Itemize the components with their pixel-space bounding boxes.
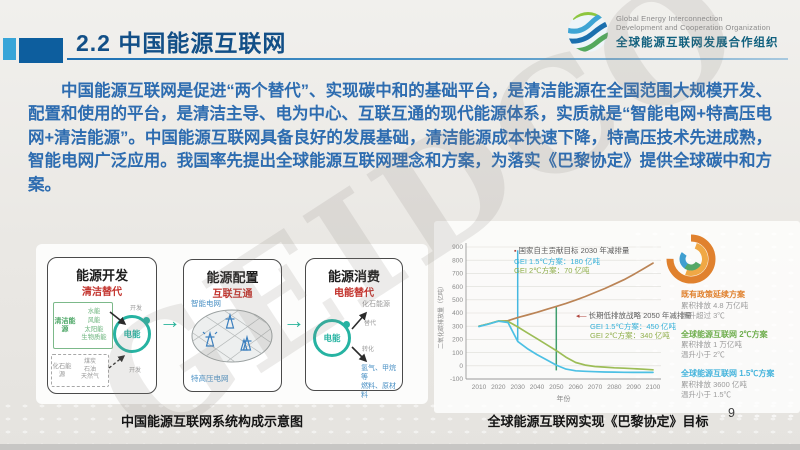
svg-text:2010: 2010 (472, 384, 487, 391)
org-logo: Global Energy Interconnection Developmen… (566, 10, 779, 54)
circle-dot (143, 317, 150, 324)
panel-energy-consumption: 能源消费 电能替代 电能 化石能源 氢气、甲烷等 燃料、原材料 替代 转化 (305, 258, 403, 399)
clean-energy-items: 水能 风能 太阳能 生物质能 (81, 308, 107, 342)
panel-subtitle: 互联互通 (212, 289, 253, 300)
svg-text:2020: 2020 (491, 384, 506, 391)
svg-text:500: 500 (452, 297, 463, 304)
electric-energy-circle: 电能 (313, 319, 351, 357)
org-name-en-1: Global Energy Interconnection (616, 14, 723, 23)
title-underline (67, 58, 788, 60)
svg-text:2090: 2090 (626, 384, 641, 391)
panel-subtitle: 清洁替代 (82, 287, 122, 298)
panel-title: 能源配置 (206, 270, 259, 285)
svg-text:200: 200 (452, 337, 463, 344)
chart-line-GEI 1.5℃方案 (478, 320, 654, 374)
fossil-energy-box: 化石能源 煤炭 石油 天然气 (51, 354, 109, 387)
grid-globe-graphic (191, 309, 273, 363)
fossil-energy-label: 化石能源 (52, 363, 72, 378)
annotation-2050: ◂— 长期低排放战略 2050 年减排量 GEI 1.5℃方案：450 亿吨 GE… (576, 311, 692, 341)
org-name-zh: 全球能源互联网发展合作组织 (616, 37, 779, 49)
circle-dot (343, 321, 350, 328)
annotation-arrow-icon: ◂— (576, 313, 587, 320)
page-number: 9 (728, 406, 735, 420)
chart-caption: 全球能源互联网实现《巴黎协定》目标 (487, 414, 709, 429)
y-axis-label: 二氧化碳排放量（亿吨） (437, 283, 445, 349)
decor-square-dark (19, 38, 63, 63)
svg-text:2030: 2030 (510, 384, 525, 391)
scenario-legend: 既有政策延续方案 累积排放 4.8 万亿吨 温升超过 3℃ 全球能源互联网 2℃… (681, 290, 799, 409)
x-axis-label: 年份 (557, 394, 571, 403)
diagram-caption: 中国能源互联网系统构成示意图 (120, 414, 303, 429)
legend-item-baseline: 既有政策延续方案 累积排放 4.8 万亿吨 温升超过 3℃ (681, 290, 749, 320)
smart-grid-label: 智能电网 (191, 299, 221, 308)
org-name-en-2: Development and Cooperation Organization (616, 23, 771, 32)
body-paragraph: 中国能源互联网是促进“两个替代”、实现碳中和的基础平台，是清洁能源在全国范围大规… (28, 82, 772, 194)
replace-arrow-label: 替代 (364, 319, 376, 327)
bottom-strip (0, 444, 800, 450)
svg-text:2100: 2100 (646, 384, 661, 391)
consumption-arrows: 替代 转化 (351, 311, 376, 363)
convert-target: 氢气、甲烷等 燃料、原材料 (361, 365, 396, 399)
svg-text:400: 400 (452, 310, 463, 317)
panel-subtitle: 电能替代 (334, 288, 374, 299)
svg-text:300: 300 (452, 323, 463, 330)
flow-arrow-2: → (283, 308, 305, 333)
svg-text:700: 700 (452, 271, 463, 278)
clean-energy-box: 清洁能源 水能 风能 太阳能 生物质能 (53, 302, 113, 349)
scenario-donut-icon (666, 234, 716, 284)
svg-text:800: 800 (452, 257, 463, 264)
panel-title: 能源消费 (327, 269, 380, 284)
svg-text:2040: 2040 (530, 384, 545, 391)
flow-arrow-1: → (159, 308, 181, 333)
svg-text:2050: 2050 (549, 384, 564, 391)
panel-energy-development: 能源开发 清洁替代 清洁能源 水能 风能 太阳能 生物质能 化石能源 煤炭 石油… (47, 257, 157, 394)
panel-title: 能源开发 (75, 268, 128, 283)
decor-square-light (3, 38, 16, 60)
org-logo-text: Global Energy Interconnection Developmen… (616, 14, 779, 50)
panel-energy-allocation: 能源配置 互联互通 智能电网 特高压电网 (183, 259, 282, 392)
svg-text:2070: 2070 (588, 384, 603, 391)
convert-arrow-label: 转化 (362, 345, 374, 353)
develop-arrow-label-2: 开发 (129, 366, 141, 374)
legend-item-15c: 全球能源互联网 1.5℃方案 累积排放 3600 亿吨 温升小于 1.5℃ (681, 369, 775, 399)
legend-item-2c: 全球能源互联网 2℃方案 累积排放 1 万亿吨 温升小于 2℃ (681, 329, 768, 360)
svg-text:2060: 2060 (568, 384, 583, 391)
svg-text:2080: 2080 (607, 384, 622, 391)
chart-gridlines: -100 0 100 200 300 400 500 600 700 800 900 2010 2020… (450, 244, 661, 391)
uhv-grid-label: 特高压电网 (191, 374, 229, 383)
svg-text:100: 100 (452, 350, 463, 357)
annotation-2030: ▪ 国家自主贡献目标 2030 年减排量 GEI 1.5℃方案：180 亿吨 GE… (514, 246, 630, 276)
transmission-tower-icons (202, 312, 252, 351)
page-title: 2.2 中国能源互联网 (76, 30, 287, 56)
co2-emissions-chart: -100 0 100 200 300 400 500 600 700 800 900 2010 2020… (437, 243, 661, 403)
clean-energy-label: 清洁能源 (54, 317, 76, 333)
development-arrows: 开发 开发 (108, 304, 142, 374)
globe-logo-icon (568, 12, 608, 52)
develop-arrow-label: 开发 (130, 304, 142, 312)
svg-text:0: 0 (459, 363, 463, 370)
fossil-energy-items: 煤炭 石油 天然气 (80, 358, 99, 381)
annotation-bullet-icon: ▪ (514, 248, 517, 255)
svg-text:600: 600 (452, 284, 463, 291)
svg-text:-100: -100 (450, 376, 463, 383)
replace-target: 化石能源 (362, 301, 390, 308)
chart-line-GEI 2℃方案 (478, 320, 654, 371)
svg-text:900: 900 (452, 244, 463, 251)
